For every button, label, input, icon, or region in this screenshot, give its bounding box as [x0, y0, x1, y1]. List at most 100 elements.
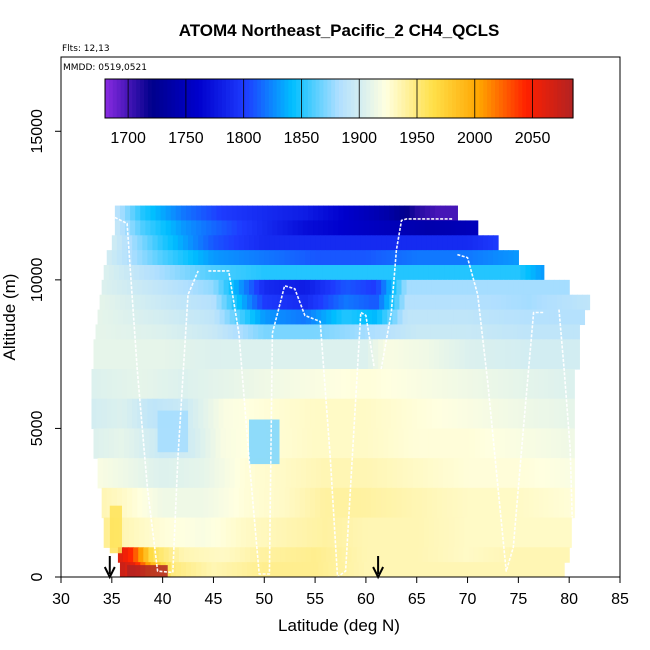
heatmap-cell [383, 265, 389, 281]
heatmap-cell [538, 487, 545, 519]
colorbar-swatch [428, 79, 434, 118]
heatmap-cell [409, 294, 416, 311]
heatmap-cell [464, 517, 471, 548]
heatmap-cell [256, 517, 262, 548]
heatmap-cell [580, 309, 586, 326]
colorbar-swatch [506, 79, 512, 118]
heatmap-cell [207, 324, 214, 340]
heatmap-cell [391, 235, 397, 251]
heatmap-cell [311, 458, 317, 489]
heatmap-cell [223, 279, 230, 296]
heatmap-cell [296, 339, 303, 370]
heatmap-cell [499, 458, 505, 489]
heatmap-cell [380, 324, 386, 340]
heatmap-cell [505, 517, 511, 548]
heatmap-cell [531, 294, 538, 311]
heatmap-cell [252, 562, 258, 577]
heatmap-cell [174, 265, 181, 281]
heatmap-cell [442, 487, 448, 519]
heatmap-cell [103, 428, 110, 459]
heatmap-cell [111, 487, 118, 519]
heatmap-cell [113, 265, 120, 281]
heatmap-cell [467, 279, 474, 296]
heatmap-cell [431, 369, 438, 400]
heatmap-cell [331, 458, 338, 489]
heatmap-cell [447, 369, 453, 400]
x-tick-label: 50 [255, 591, 273, 608]
heatmap-cell [470, 220, 477, 236]
heatmap-cell [424, 205, 431, 222]
y-tick-label: 10000 [29, 258, 46, 303]
heatmap-cell [478, 458, 485, 489]
heatmap-cell [139, 517, 145, 548]
heatmap-cell [201, 205, 207, 222]
heatmap-cell [174, 517, 181, 548]
heatmap-cell [437, 235, 443, 251]
heatmap-cell [555, 339, 562, 370]
heatmap-cell [141, 324, 147, 340]
heatmap-cell [275, 309, 282, 326]
heatmap-cell [119, 205, 126, 222]
heatmap-cell [280, 458, 287, 489]
heatmap-cell [462, 369, 469, 400]
heatmap-cell [564, 487, 570, 519]
heatmap-cell [452, 279, 458, 296]
heatmap-cell [317, 517, 323, 548]
heatmap-cell [236, 220, 243, 236]
heatmap-cell [286, 517, 293, 548]
heatmap-cell [570, 309, 576, 326]
heatmap-cell [184, 339, 191, 370]
heatmap-cell [172, 369, 179, 400]
heatmap-cell [485, 294, 492, 311]
heatmap-cell [386, 487, 392, 519]
heatmap-cell [203, 487, 209, 519]
colorbar-swatch [225, 79, 231, 118]
heatmap-cell [366, 458, 373, 489]
colorbar-swatch [405, 79, 410, 118]
colorbar-swatch [167, 79, 172, 118]
y-tick-label: 0 [29, 572, 46, 581]
heatmap-cell [349, 324, 356, 340]
heatmap-cell [178, 458, 185, 489]
heatmap-cell [215, 265, 222, 281]
heatmap-cell [244, 547, 251, 563]
heatmap-cell [172, 235, 179, 251]
heatmap-cell [343, 220, 350, 236]
heatmap-cell [260, 309, 266, 326]
heatmap-cell [296, 265, 303, 281]
heatmap-cell [442, 250, 448, 266]
heatmap-cell [312, 517, 318, 548]
heatmap-cell [269, 279, 276, 296]
heatmap-cell [143, 458, 150, 489]
heatmap-cell [353, 205, 360, 222]
colorbar-frame [104, 78, 574, 119]
x-tick-label: 30 [52, 591, 70, 608]
heatmap-cell [182, 369, 189, 400]
heatmap-cell [439, 428, 445, 459]
heatmap-cell [463, 309, 470, 326]
colorbar-swatch [284, 79, 289, 118]
heatmap-cell [220, 517, 227, 548]
heatmap-cell [468, 458, 475, 489]
heatmap-cell [277, 205, 284, 222]
colorbar-tick-label: 2050 [515, 130, 551, 147]
heatmap-cell [358, 205, 365, 222]
heatmap-cell [335, 235, 342, 251]
heatmap-cell [449, 428, 455, 459]
heatmap-cell [514, 547, 520, 563]
heatmap-cell [345, 279, 352, 296]
colorbar-swatch [378, 79, 383, 118]
heatmap-cell [556, 562, 563, 577]
heatmap-cell [539, 458, 546, 489]
colorbar-swatch [518, 79, 523, 118]
heatmap-cell [524, 309, 531, 326]
heatmap-cell [129, 517, 135, 548]
heatmap-cell [345, 369, 352, 400]
heatmap-cell [566, 339, 572, 370]
heatmap-cell [351, 547, 358, 563]
heatmap-cell [350, 398, 357, 430]
heatmap-cell [294, 369, 301, 400]
heatmap-cell [342, 428, 349, 459]
heatmap-cell [132, 235, 138, 251]
heatmap-cell [234, 309, 241, 326]
